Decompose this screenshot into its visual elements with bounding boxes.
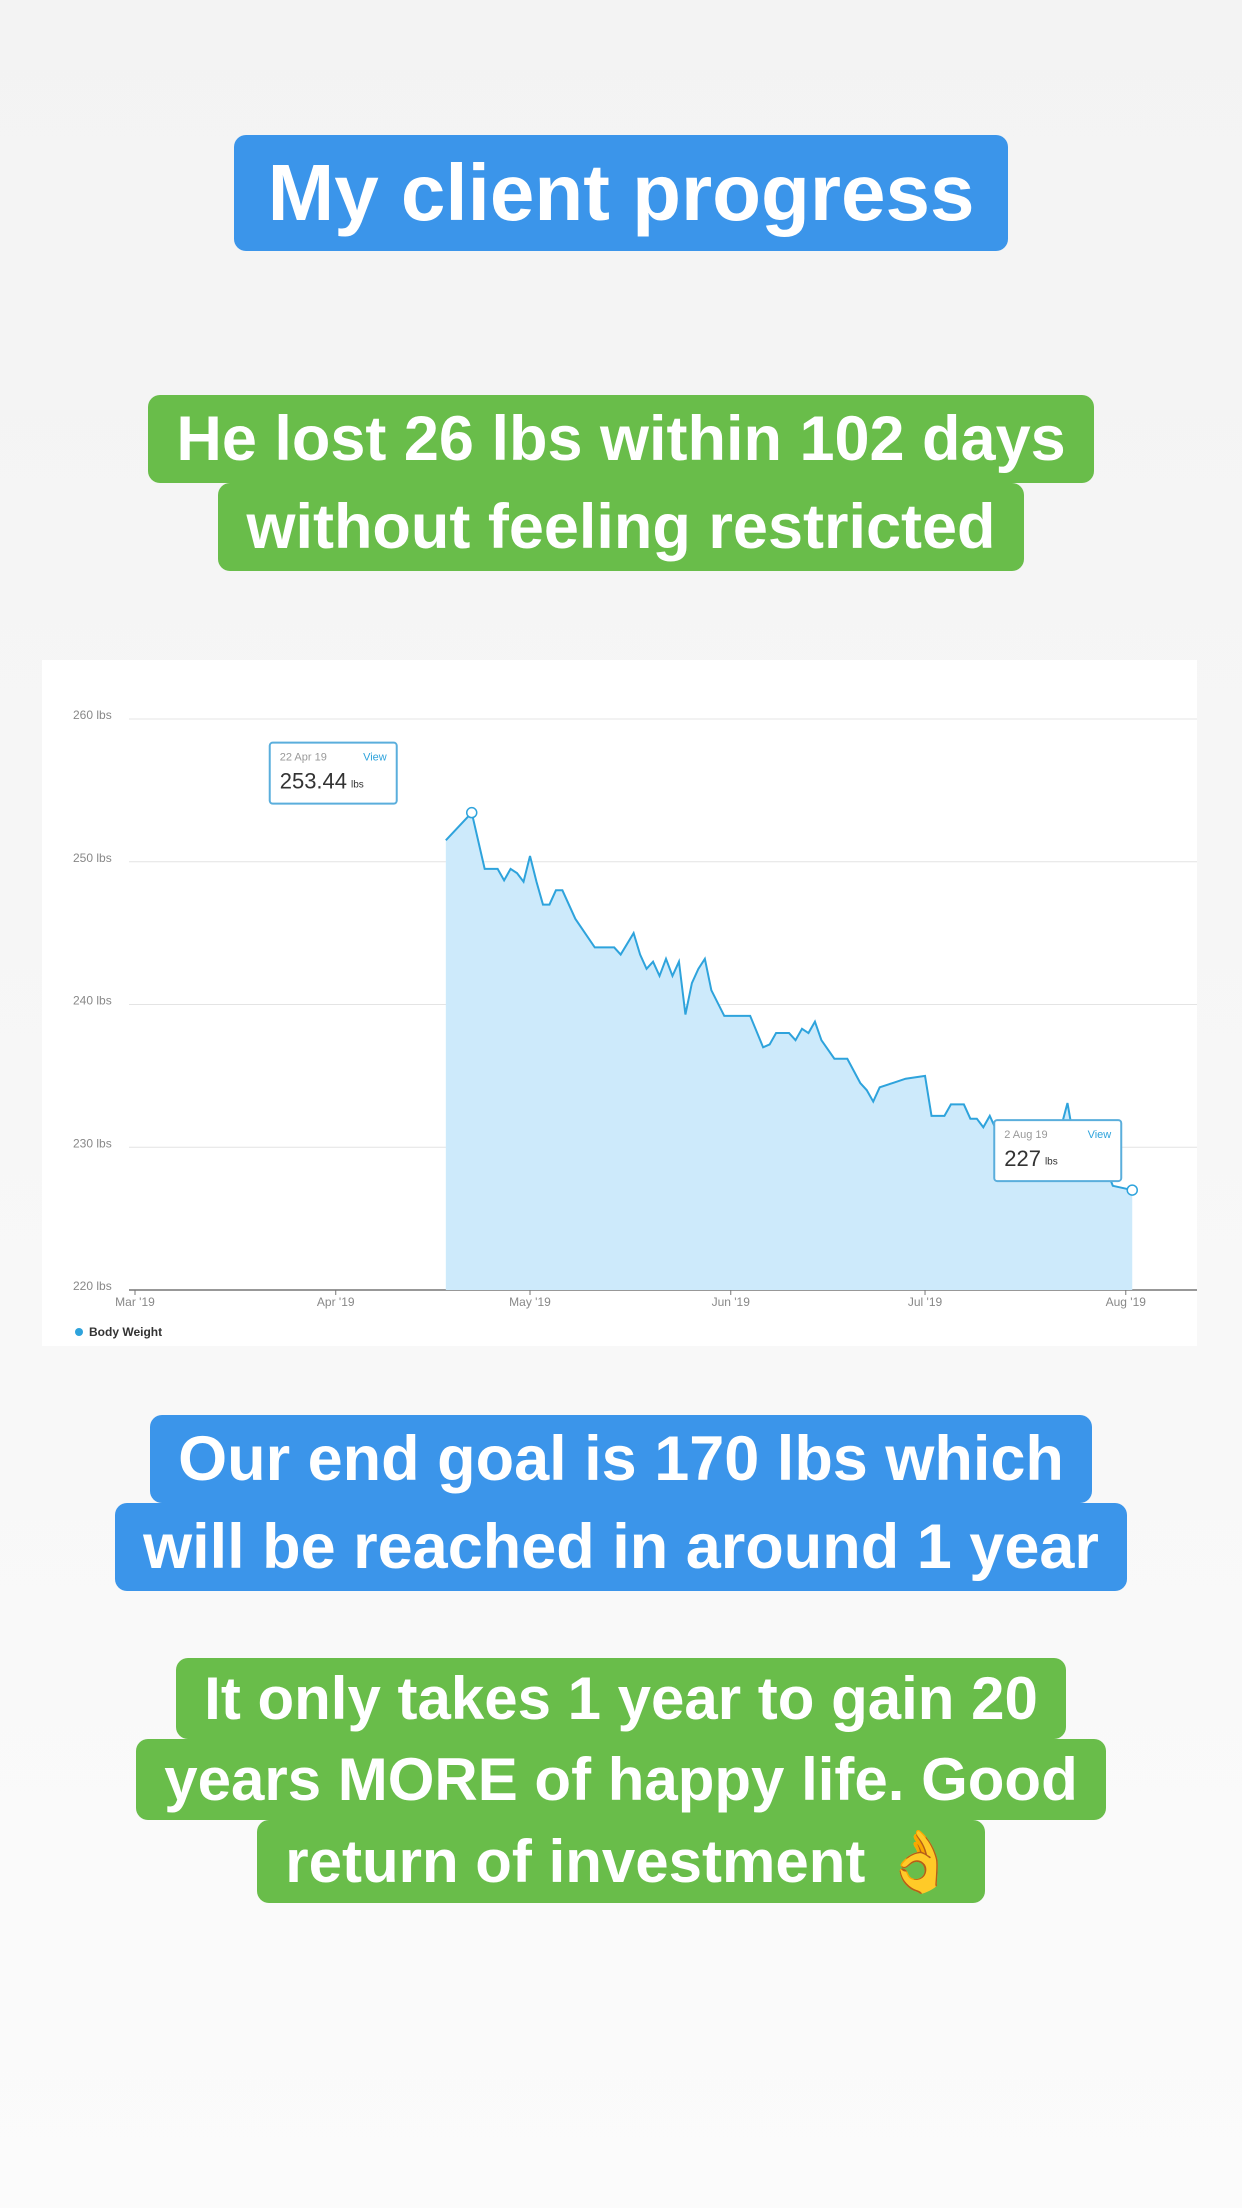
area (445, 812, 1133, 1290)
caption: Our end goal is 170 lbs which will be rea… (0, 1415, 1242, 1591)
caption-line: Our end goal is 170 lbs which (150, 1415, 1092, 1503)
point (465, 806, 478, 819)
y-tick-label: 240 lbs (73, 994, 112, 1008)
y-tick-label: 260 lbs (73, 708, 112, 722)
x-tick-label: Mar '19 (115, 1295, 155, 1309)
y-tick-label: 230 lbs (73, 1136, 112, 1150)
caption-line: years MORE of happy life. Good (136, 1739, 1106, 1820)
y-tick-label: 250 lbs (73, 851, 112, 865)
point (1126, 1184, 1138, 1196)
caption: My client progress (0, 135, 1242, 251)
tooltip-link[interactable]: View (363, 752, 387, 764)
caption-line: return of investment 👌 (257, 1820, 985, 1903)
chart: 220 lbs 230 lbs 240 lbs 250 lbs 260 lbs Mar '… (73, 708, 1197, 1340)
tooltip-value: 253.44 (280, 768, 347, 793)
x-tick-label: Aug '19 (1106, 1295, 1147, 1309)
legend-marker (75, 1328, 83, 1336)
x-tick-label: Apr '19 (317, 1295, 355, 1309)
caption-line: will be reached in around 1 year (115, 1503, 1127, 1591)
caption-line: without feeling restricted (218, 483, 1024, 571)
tooltip-unit: lbs (351, 779, 364, 790)
caption-line: It only takes 1 year to gain 20 (176, 1658, 1066, 1739)
y-tick-label: 220 lbs (73, 1279, 112, 1293)
tooltip-box (993, 1119, 1123, 1183)
tooltip-box (268, 741, 398, 805)
x-tick-label: Jun '19 (712, 1295, 751, 1309)
tooltip-date: 2 Aug 19 (1004, 1129, 1047, 1141)
caption-line: He lost 26 lbs within 102 days (148, 395, 1094, 483)
tooltip-value: 227 (1004, 1146, 1041, 1171)
tooltip-unit: lbs (1045, 1157, 1058, 1168)
x-tick-label: Jul '19 (908, 1295, 943, 1309)
caption-line: My client progress (233, 135, 1009, 251)
legend-label: Body Weight (89, 1325, 162, 1339)
x-tick-label: May '19 (509, 1295, 551, 1309)
tooltip-link[interactable]: View (1088, 1129, 1112, 1141)
caption: It only takes 1 year to gain 20 years MOR… (0, 1658, 1242, 1903)
caption: He lost 26 lbs within 102 days without fe… (0, 395, 1242, 571)
tooltip-date: 22 Apr 19 (280, 752, 327, 764)
